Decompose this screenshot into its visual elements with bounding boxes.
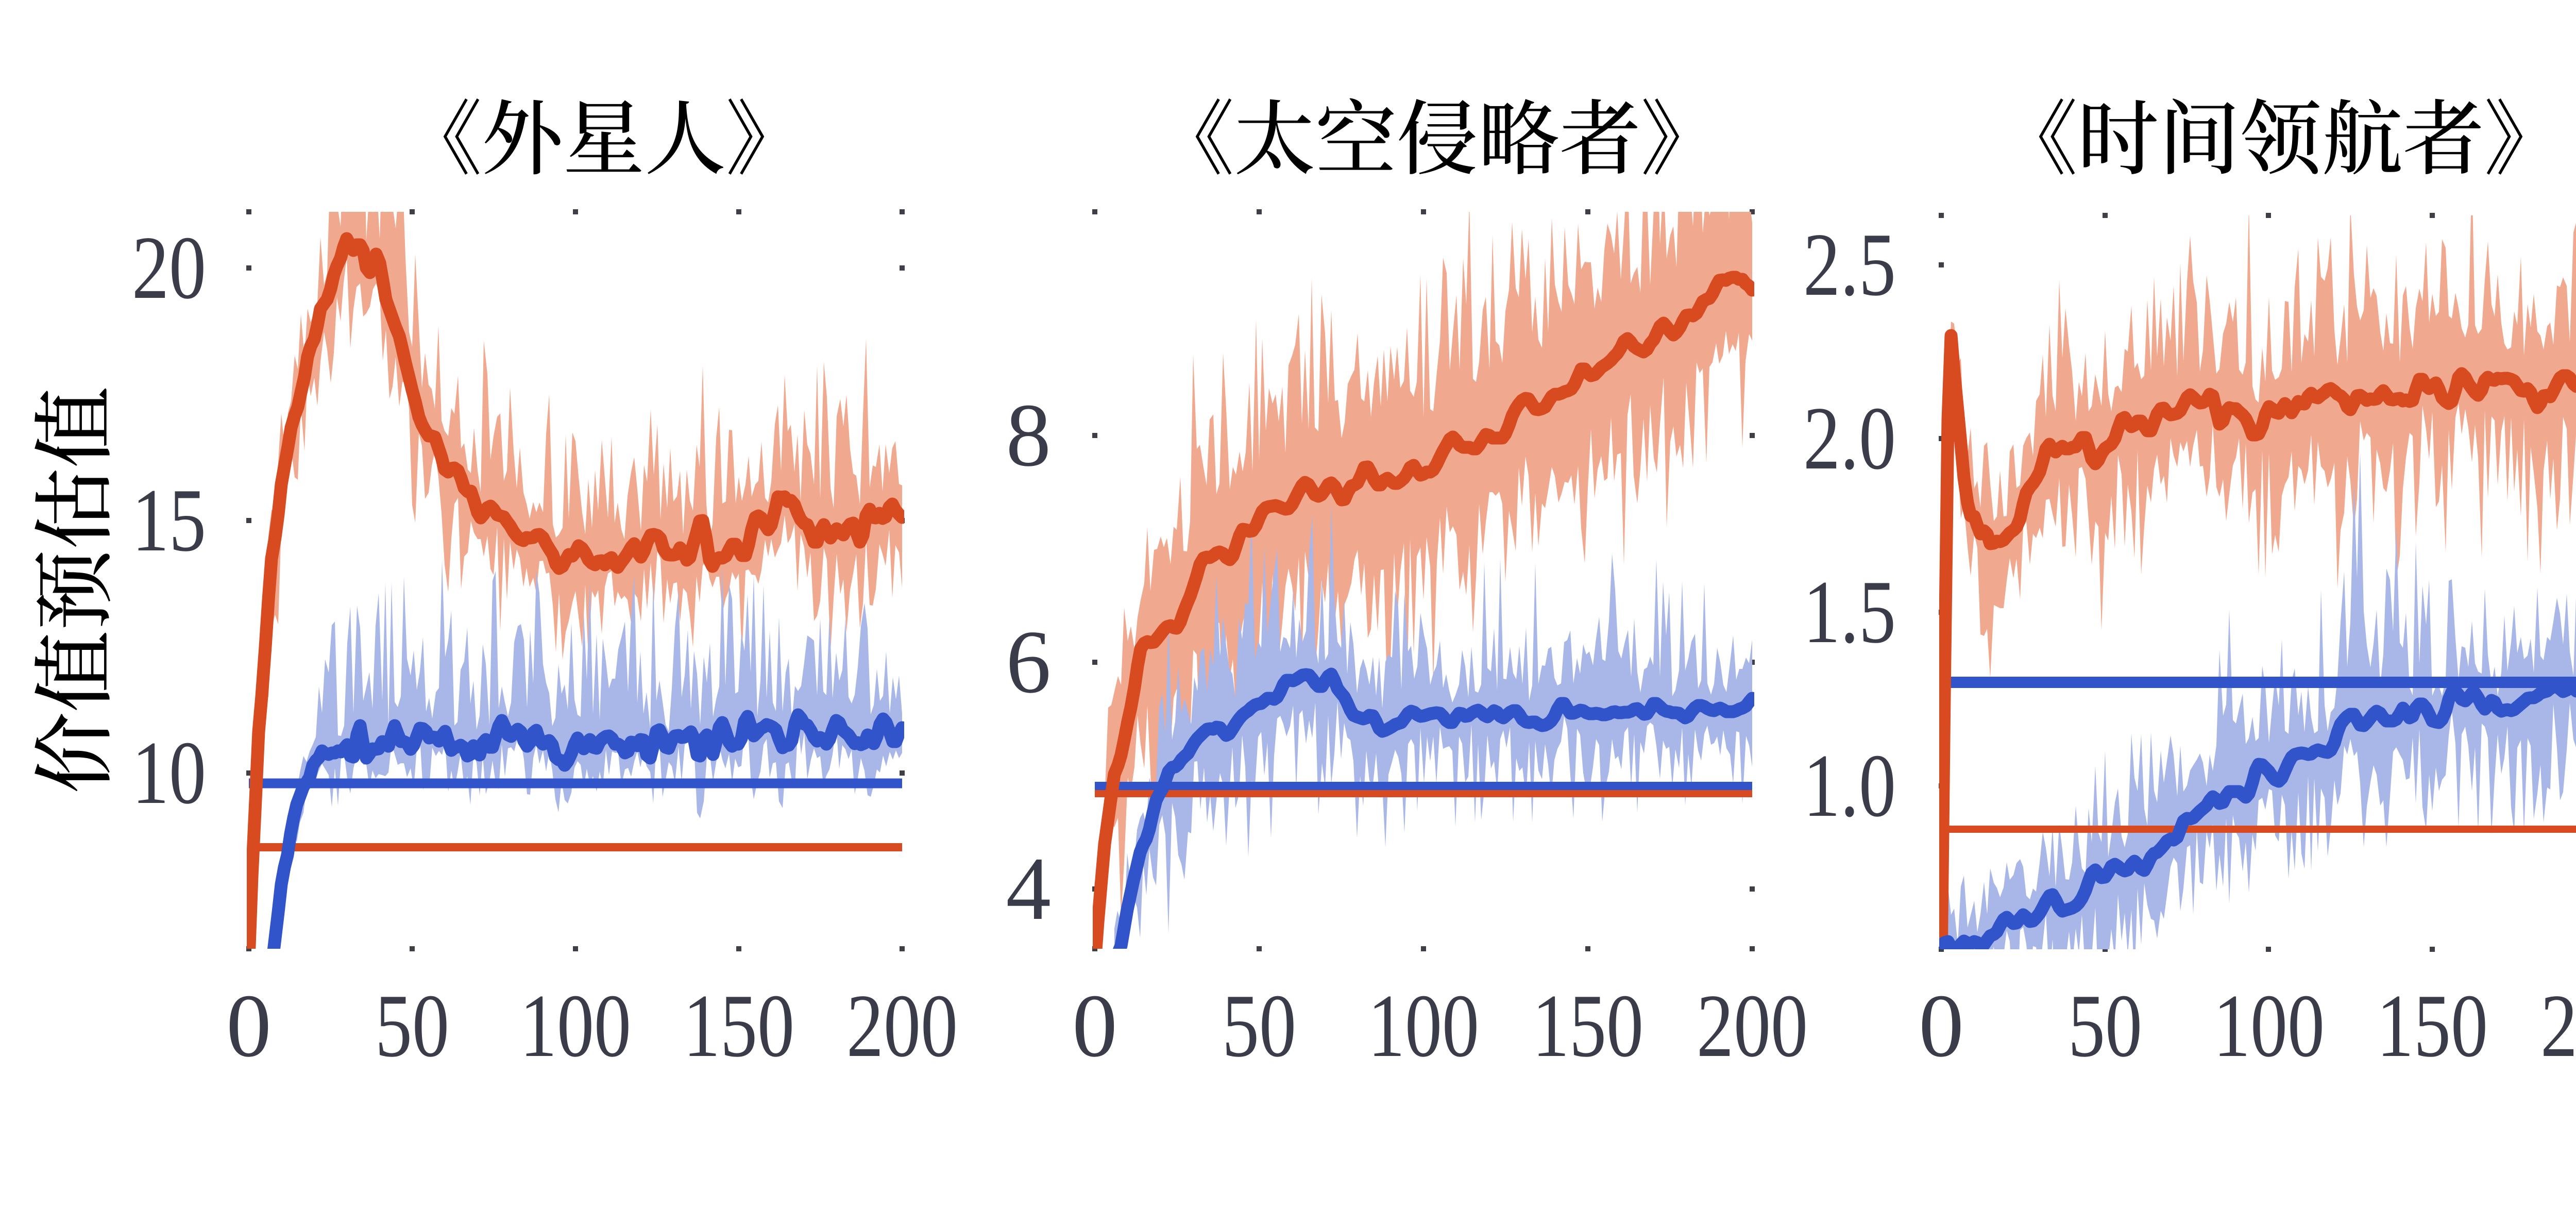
svg-text:2.5: 2.5 xyxy=(1803,214,1896,314)
svg-text:200: 200 xyxy=(1697,976,1808,1076)
svg-text:1.0: 1.0 xyxy=(1803,735,1896,835)
svg-text:15: 15 xyxy=(132,470,206,570)
svg-text:150: 150 xyxy=(2377,976,2488,1076)
svg-text:100: 100 xyxy=(520,976,631,1076)
svg-text:0: 0 xyxy=(1072,976,1117,1076)
svg-text:20: 20 xyxy=(132,217,206,317)
svg-text:100: 100 xyxy=(2213,976,2325,1076)
svg-text:2.0: 2.0 xyxy=(1803,388,1896,488)
svg-text:100: 100 xyxy=(1368,976,1479,1076)
svg-text:0: 0 xyxy=(1919,976,1964,1076)
svg-text:200: 200 xyxy=(2540,976,2576,1076)
svg-text:1.5: 1.5 xyxy=(1803,562,1896,662)
svg-text:200: 200 xyxy=(846,976,958,1076)
svg-text:50: 50 xyxy=(375,976,449,1076)
svg-text:10: 10 xyxy=(132,723,206,823)
svg-text:0: 0 xyxy=(226,976,272,1076)
svg-text:6: 6 xyxy=(1006,612,1052,712)
svg-text:4: 4 xyxy=(1006,838,1052,938)
svg-text:150: 150 xyxy=(683,976,794,1076)
svg-text:8: 8 xyxy=(1006,385,1052,485)
svg-text:150: 150 xyxy=(1532,976,1643,1076)
svg-text:50: 50 xyxy=(1222,976,1296,1076)
svg-text:50: 50 xyxy=(2068,976,2142,1076)
